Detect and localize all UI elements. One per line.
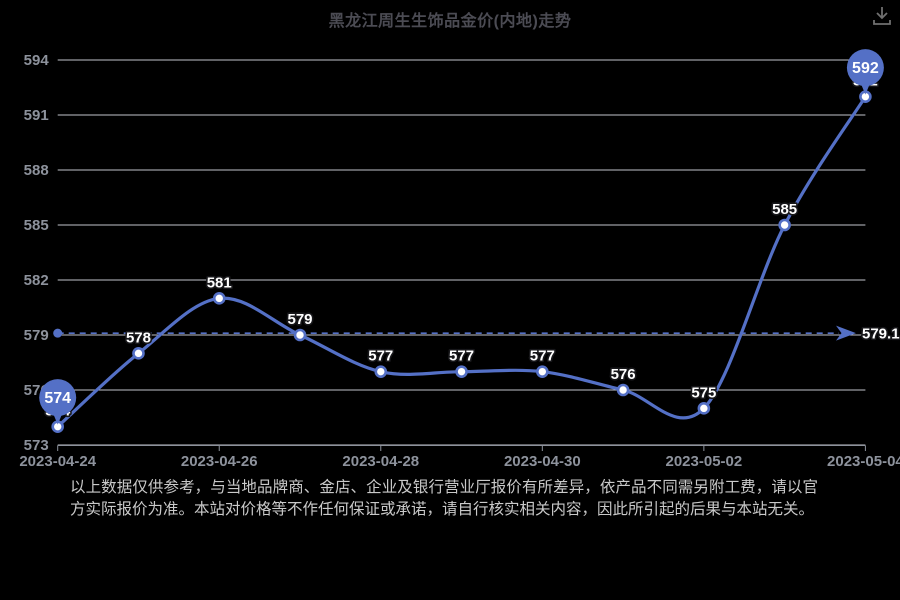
y-tick-label: 582 (24, 272, 49, 289)
data-point-label: 577 (530, 348, 555, 365)
y-tick-label: 585 (24, 217, 49, 234)
data-point-label: 577 (449, 348, 474, 365)
data-point[interactable] (374, 365, 388, 378)
x-tick-label: 2023-05-02 (665, 453, 742, 470)
download-icon[interactable] (870, 4, 894, 28)
data-point-label: 579 (287, 311, 312, 328)
x-tick-label: 2023-04-28 (342, 453, 419, 470)
data-point[interactable] (293, 328, 307, 342)
pin-value-label: 592 (852, 60, 879, 77)
data-point[interactable] (536, 365, 549, 378)
data-point[interactable] (132, 347, 145, 360)
data-point-label: 576 (611, 366, 636, 383)
y-tick-label: 588 (24, 162, 49, 179)
y-tick-label: 594 (24, 52, 50, 69)
disclaimer-text: 以上数据仅供参考，与当地品牌商、金店、企业及银行营业厅报价有所差异，依产品不同需… (70, 479, 818, 518)
data-point-label: 581 (207, 274, 232, 291)
data-point-label: 575 (691, 384, 716, 401)
data-point-label: 585 (772, 201, 797, 218)
data-point[interactable] (697, 402, 711, 415)
x-tick-label: 2023-04-24 (19, 453, 96, 470)
data-point[interactable] (455, 365, 468, 378)
x-tick-label: 2023-04-30 (504, 453, 581, 470)
chart-title: 黑龙江周生生饰品金价(内地)走势 (328, 13, 572, 30)
y-tick-label: 591 (24, 107, 49, 124)
x-tick-label: 2023-04-26 (181, 453, 258, 470)
min-pin-marker[interactable]: 574 (39, 379, 77, 425)
data-point[interactable] (778, 218, 791, 232)
data-point-label: 578 (126, 329, 151, 346)
average-value-label: 579.1 (862, 326, 900, 343)
x-tick-label: 2023-05-04 (827, 453, 900, 470)
data-point[interactable] (616, 383, 630, 397)
max-pin-marker[interactable]: 592 (846, 49, 884, 95)
data-point[interactable] (212, 292, 226, 305)
average-line-dot (53, 328, 63, 338)
y-tick-label: 573 (24, 437, 49, 454)
average-arrow-icon (836, 325, 856, 341)
series-line (56, 95, 867, 429)
data-point-label: 577 (368, 348, 393, 365)
pin-value-label: 574 (44, 390, 71, 407)
y-tick-label: 579 (24, 327, 49, 344)
